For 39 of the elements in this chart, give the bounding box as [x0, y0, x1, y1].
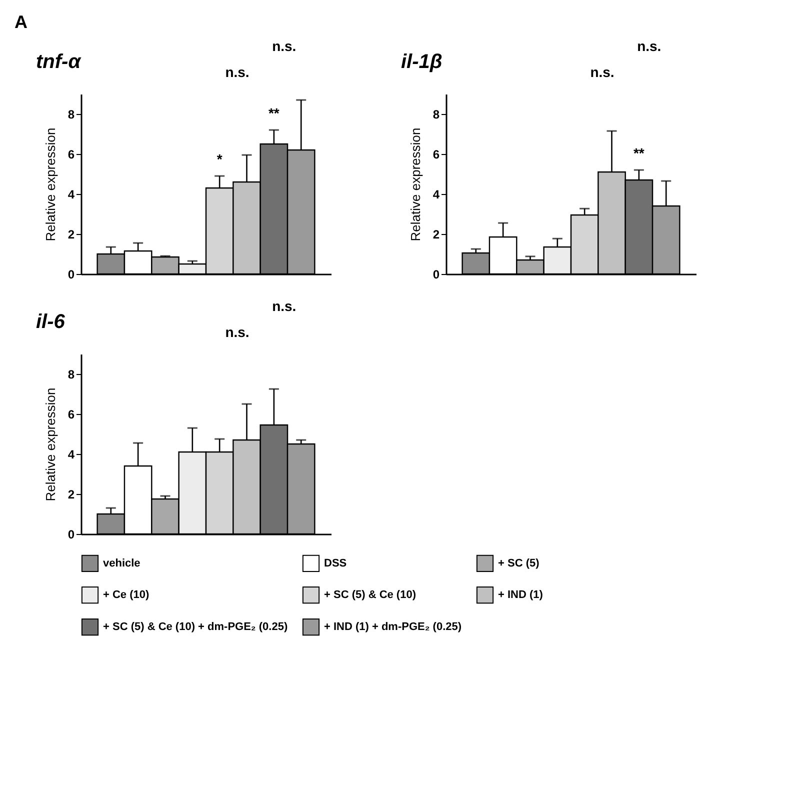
text: n.s.: [225, 324, 250, 340]
y-tick-label: 0: [68, 528, 75, 542]
chart-title: tnf-α: [36, 51, 82, 73]
legend-label: + Ce (10): [103, 589, 150, 601]
legend-label: + SC (5) & Ce (10) + dm-PGE₂ (0.25): [103, 621, 288, 633]
data-label: **: [268, 105, 280, 121]
y-tick-label: 2: [432, 228, 440, 242]
text: n.s.: [272, 38, 296, 54]
y-tick-label: 6: [68, 148, 75, 162]
y-axis-title: Relative expression: [42, 388, 58, 502]
text: n.s.: [272, 298, 296, 314]
text: n.s.: [225, 64, 250, 80]
chart-title: il-6: [36, 311, 66, 333]
y-tick-label: 4: [68, 448, 75, 462]
y-tick-label: 6: [68, 408, 75, 422]
text: n.s.: [637, 38, 662, 54]
y-tick-label: 6: [432, 148, 440, 162]
text: A: [14, 12, 28, 32]
legend-label: + IND (1) + dm-PGE₂ (0.25): [324, 621, 462, 633]
y-axis-title: Relative expression: [42, 128, 58, 242]
y-tick-label: 2: [68, 228, 75, 242]
chart-title: il-1β: [401, 51, 442, 73]
legend-label: + SC (5) & Ce (10): [324, 589, 416, 601]
y-axis-title: Relative expression: [408, 128, 423, 242]
text: n.s.: [590, 64, 614, 80]
legend-label: DSS: [324, 557, 347, 570]
y-tick-label: 0: [68, 268, 75, 282]
y-tick-label: 4: [68, 188, 75, 202]
data-label: *: [216, 151, 223, 167]
data-label: **: [633, 145, 645, 161]
y-tick-label: 0: [432, 268, 440, 282]
y-tick-label: 8: [68, 368, 75, 382]
legend-label: + SC (5): [498, 557, 540, 570]
y-tick-label: 2: [68, 488, 75, 502]
y-tick-label: 8: [432, 108, 440, 122]
y-tick-label: 8: [68, 108, 75, 122]
y-tick-label: 4: [432, 188, 440, 202]
legend-label: vehicle: [103, 557, 140, 570]
legend-label: + IND (1): [498, 589, 544, 601]
